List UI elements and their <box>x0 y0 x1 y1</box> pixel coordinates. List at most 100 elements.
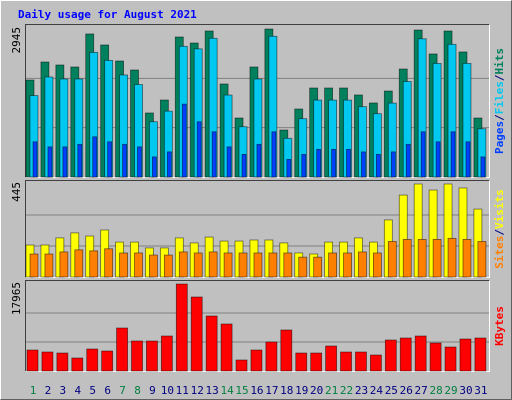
bar <box>465 141 471 178</box>
bar <box>375 153 381 178</box>
x-tick-label: 28 <box>429 384 442 397</box>
bar <box>62 146 68 178</box>
x-tick-label: 24 <box>370 384 384 397</box>
bar <box>432 238 442 278</box>
bar <box>477 241 487 278</box>
bar <box>92 136 98 178</box>
bar <box>301 153 307 178</box>
legend-entry: Sites <box>493 236 506 269</box>
bar <box>429 342 442 372</box>
bar <box>175 283 188 372</box>
x-tick-label: 9 <box>149 384 156 397</box>
bar <box>328 252 338 278</box>
bar <box>41 351 54 372</box>
bar <box>358 251 367 278</box>
x-tick-label: 10 <box>161 384 174 397</box>
bar <box>152 156 157 178</box>
x-tick-label: 13 <box>206 384 219 397</box>
bar <box>241 153 247 178</box>
bar <box>405 143 411 178</box>
bar <box>417 238 427 278</box>
panel-border-light <box>25 280 490 372</box>
x-tick-label: 31 <box>474 384 487 397</box>
bar <box>235 359 248 372</box>
bar <box>256 143 262 178</box>
x-tick-label: 18 <box>280 384 293 397</box>
bar <box>298 256 308 278</box>
x-tick-label: 16 <box>250 384 263 397</box>
bar <box>343 252 352 278</box>
bar <box>474 337 487 372</box>
legend: KBytes <box>493 306 506 346</box>
bar <box>372 252 382 278</box>
bar <box>271 131 277 178</box>
x-tick-label: 26 <box>400 384 413 397</box>
bar <box>286 159 292 178</box>
bar <box>178 251 188 278</box>
bar <box>26 349 39 372</box>
bar <box>119 252 128 278</box>
x-tick-label: 25 <box>385 384 398 397</box>
legend-entry: KBytes <box>493 306 506 346</box>
bar <box>340 351 352 372</box>
bar <box>268 252 278 278</box>
x-tick-label: 12 <box>191 384 204 397</box>
bar <box>56 352 69 372</box>
x-tick-label: 6 <box>104 384 111 397</box>
bar <box>44 253 54 278</box>
bar <box>444 346 457 372</box>
bar <box>250 349 263 372</box>
bar <box>116 327 128 372</box>
bar <box>325 345 338 372</box>
panel-border-light <box>25 24 490 178</box>
bar <box>137 146 142 178</box>
bar <box>166 151 172 178</box>
legend-entry: Hits <box>493 48 506 75</box>
x-tick-label: 20 <box>310 384 323 397</box>
bar <box>131 340 143 372</box>
legend-entry: Visits <box>493 189 506 229</box>
x-tick-label: 27 <box>415 384 428 397</box>
bar <box>399 337 412 372</box>
bar <box>253 252 263 278</box>
bar <box>86 348 99 372</box>
bar <box>355 351 367 372</box>
legend: Sites/Visits <box>493 189 506 269</box>
bar <box>387 241 397 278</box>
bar <box>77 143 83 178</box>
bar <box>331 148 337 178</box>
x-tick-label: 2 <box>45 384 52 397</box>
legend-entry: Files <box>493 81 506 114</box>
x-tick-label: 17 <box>265 384 278 397</box>
bar <box>459 338 472 372</box>
x-tick-label: 14 <box>220 384 234 397</box>
bar <box>196 121 202 178</box>
bar <box>71 357 84 372</box>
bar <box>74 249 84 278</box>
bar <box>447 237 457 278</box>
bar <box>265 341 278 372</box>
bar <box>59 251 69 278</box>
panel-border-dark <box>25 24 490 178</box>
bar <box>390 151 396 178</box>
x-tick-label: 11 <box>176 384 189 397</box>
bar <box>316 148 322 178</box>
bar <box>190 296 203 372</box>
legend-separator: / <box>493 114 506 121</box>
bar <box>226 146 232 178</box>
x-tick-label: 8 <box>134 384 141 397</box>
bar <box>369 354 382 372</box>
x-tick-label: 5 <box>89 384 96 397</box>
bar <box>295 352 308 372</box>
bar <box>361 151 366 178</box>
x-tick-label: 29 <box>444 384 457 397</box>
bar <box>32 141 38 178</box>
bar <box>346 148 351 178</box>
bar <box>208 251 218 278</box>
bar <box>313 256 323 278</box>
x-tick-label: 7 <box>119 384 126 397</box>
legend: Pages/Files/Hits <box>493 48 506 154</box>
legend-separator: / <box>493 229 506 236</box>
